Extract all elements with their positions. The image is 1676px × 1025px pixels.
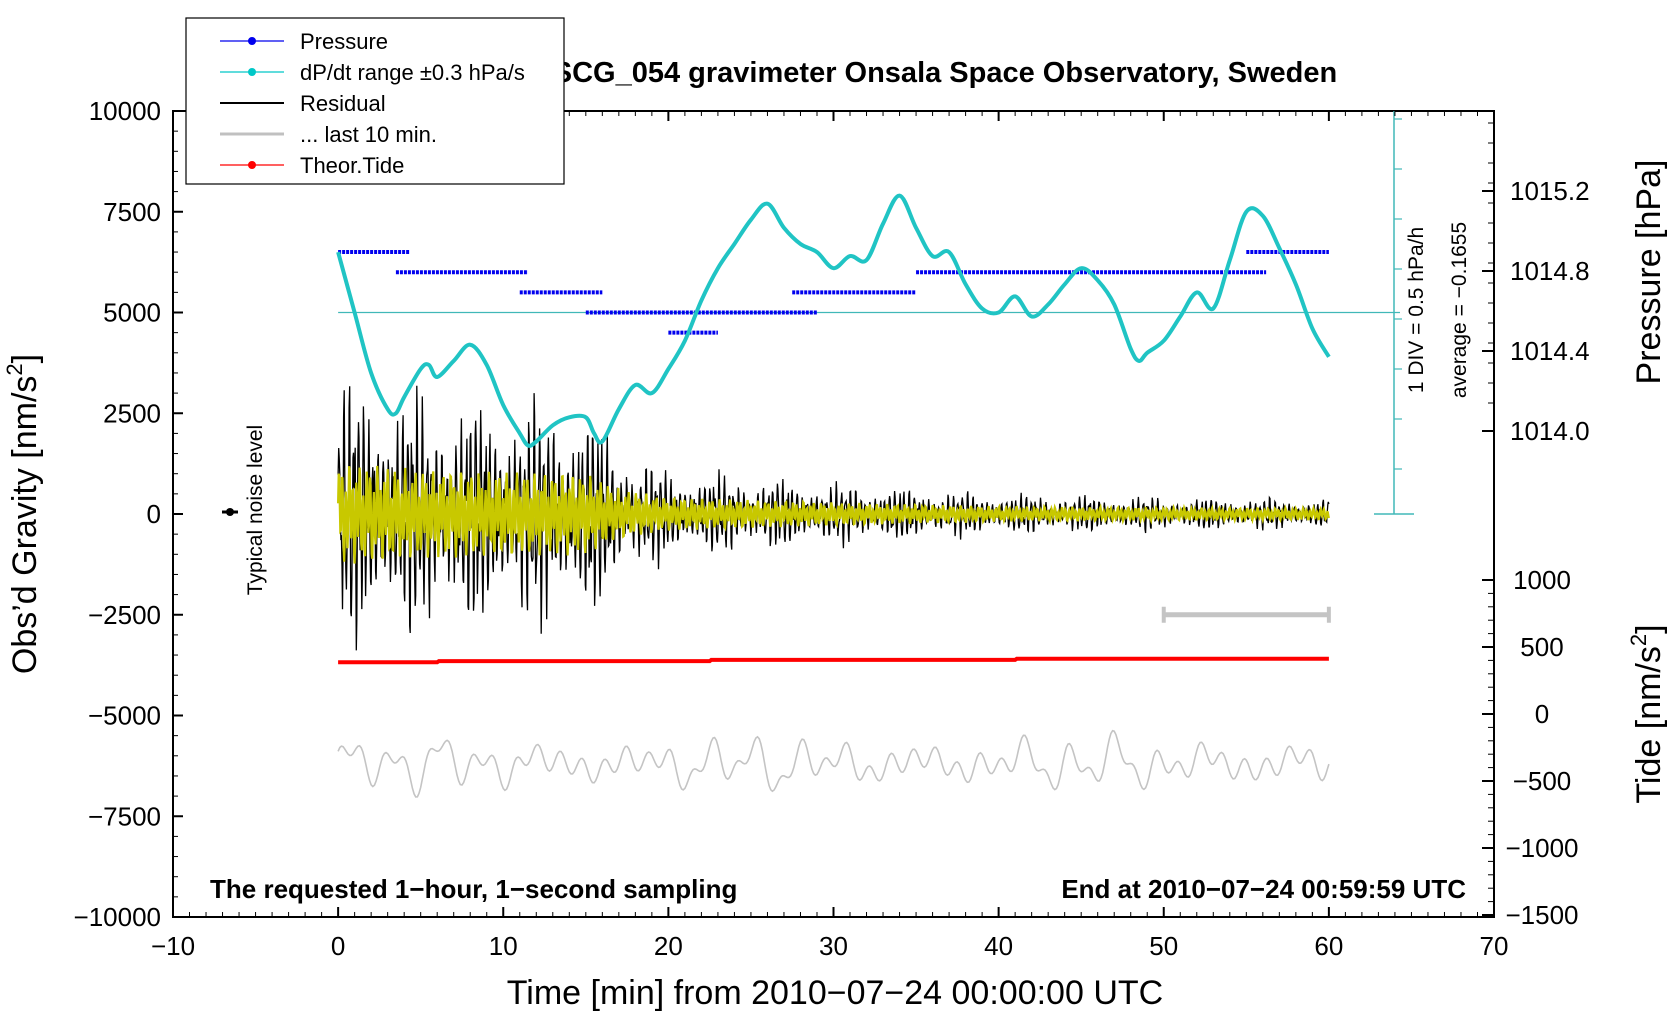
legend-marker [248, 161, 256, 169]
tide-tick-label: −1000 [1505, 833, 1578, 863]
dpdt-average-label: average = −0.1655 [1448, 222, 1471, 398]
legend-label: ... last 10 min. [300, 122, 437, 147]
dpdt-series-line [336, 193, 1331, 448]
x-tick-label: −10 [151, 931, 195, 961]
pressure-tick-label: 1014.4 [1510, 336, 1590, 366]
tide-tick-label: 0 [1535, 699, 1549, 729]
x-tick-label: 50 [1149, 931, 1178, 961]
y-tick-label: −7500 [88, 801, 161, 831]
last10-series-line [337, 729, 1330, 798]
y-tick-label: 2500 [103, 398, 161, 428]
dpdt-div-label: 1 DIV = 0.5 hPa/h [1405, 227, 1428, 393]
tide-tick-label: 500 [1520, 632, 1563, 662]
noise-level-dot [226, 508, 234, 516]
y-tick-label: −5000 [88, 701, 161, 731]
legend-box [185, 17, 565, 185]
y-axis-title-tide: Tide [nm/s2] [1626, 624, 1668, 803]
pressure-tick-label: 1015.2 [1510, 176, 1590, 206]
pressure-tick-label: 1014.8 [1510, 256, 1590, 286]
smoothed-residual-line [337, 465, 1330, 564]
sampling-note: The requested 1−hour, 1−second sampling [210, 874, 737, 904]
x-tick-label: 10 [489, 931, 518, 961]
y-axis-title-pressure: Pressure [hPa] [1630, 160, 1668, 385]
tide-series-line [338, 656, 1329, 665]
y-tick-label: 7500 [103, 197, 161, 227]
legend: Pressure dP/dt range ±0.3 hPa/s Residual..… [185, 17, 565, 185]
y-tick-label: −10000 [74, 902, 161, 932]
x-tick-label: 0 [331, 931, 345, 961]
y-tick-label: −2500 [88, 600, 161, 630]
y-tick-label: 10000 [89, 96, 161, 126]
tide-tick-label: −500 [1513, 766, 1572, 796]
legend-marker [248, 68, 256, 76]
x-axis-title: Time [min] from 2010−07−24 00:00:00 UTC [507, 974, 1163, 1012]
noise-level-label: Typical noise level [244, 425, 267, 595]
legend-label: Pressure [300, 29, 388, 54]
end-time-note: End at 2010−07−24 00:59:59 UTC [1061, 874, 1466, 904]
tide-tick-label: −1500 [1505, 900, 1578, 930]
pressure-tick-label: 1014.0 [1510, 416, 1590, 446]
x-tick-label: 60 [1314, 931, 1343, 961]
y-tick-label: 5000 [103, 298, 161, 328]
x-tick-label: 30 [819, 931, 848, 961]
tide-tick-label: 1000 [1513, 565, 1571, 595]
x-tick-label: 70 [1480, 931, 1509, 961]
chart-title: SCG_054 gravimeter Onsala Space Observat… [553, 57, 1337, 89]
legend-marker [248, 37, 256, 45]
legend-label: Theor.Tide [300, 153, 404, 178]
legend-label: dP/dt range ±0.3 hPa/s [300, 60, 525, 85]
y-axis-title-gravity: Obs’d Gravity [nm/s2] [2, 354, 44, 674]
y-tick-label: 0 [147, 499, 161, 529]
legend-label: Residual [300, 91, 386, 116]
x-tick-label: 20 [654, 931, 683, 961]
x-tick-label: 40 [984, 931, 1013, 961]
